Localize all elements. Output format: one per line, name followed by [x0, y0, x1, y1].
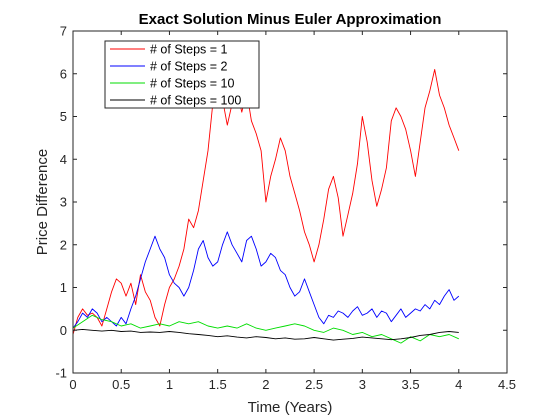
- x-tick-label: 1: [166, 377, 173, 392]
- x-tick-label: 2.5: [305, 377, 323, 392]
- x-tick-label: 0.5: [112, 377, 130, 392]
- series-line-3: [72, 314, 459, 344]
- y-tick-label: 0: [60, 323, 67, 338]
- legend-label-3: # of Steps = 10: [150, 77, 234, 91]
- legend-label-4: # of Steps = 100: [150, 94, 241, 108]
- x-tick-label: 4.5: [498, 377, 516, 392]
- x-tick-label: 4: [455, 377, 462, 392]
- y-tick-label: 5: [60, 109, 67, 124]
- x-axis-label: Time (Years): [248, 399, 333, 416]
- x-tick-label: 1.5: [209, 377, 227, 392]
- series-line-4: [72, 328, 459, 341]
- series-line-2: [72, 231, 460, 329]
- y-tick-label: 1: [60, 280, 67, 295]
- y-tick-label: 3: [60, 195, 67, 210]
- y-tick-label: 2: [60, 237, 67, 252]
- series-line-1: [72, 69, 460, 335]
- legend-box: [104, 40, 260, 109]
- y-tick-label: 6: [60, 66, 67, 81]
- x-tick-label: 3.5: [402, 377, 420, 392]
- y-tick-label: -1: [55, 366, 67, 381]
- legend-label-2: # of Steps = 2: [150, 60, 228, 74]
- y-tick-label: 4: [60, 152, 67, 167]
- x-tick-label: 0: [69, 377, 76, 392]
- legend: # of Steps = 1 # of Steps = 2 # of Steps =…: [104, 40, 260, 109]
- series-layer: [72, 69, 460, 344]
- legend-label-1: # of Steps = 1: [150, 43, 228, 57]
- y-axis-label: Price Difference: [34, 149, 51, 255]
- x-tick-label: 2: [262, 377, 269, 392]
- y-tick-label: 7: [60, 24, 67, 39]
- x-tick-label: 3: [359, 377, 366, 392]
- chart-title: Exact Solution Minus Euler Approximation: [139, 11, 442, 28]
